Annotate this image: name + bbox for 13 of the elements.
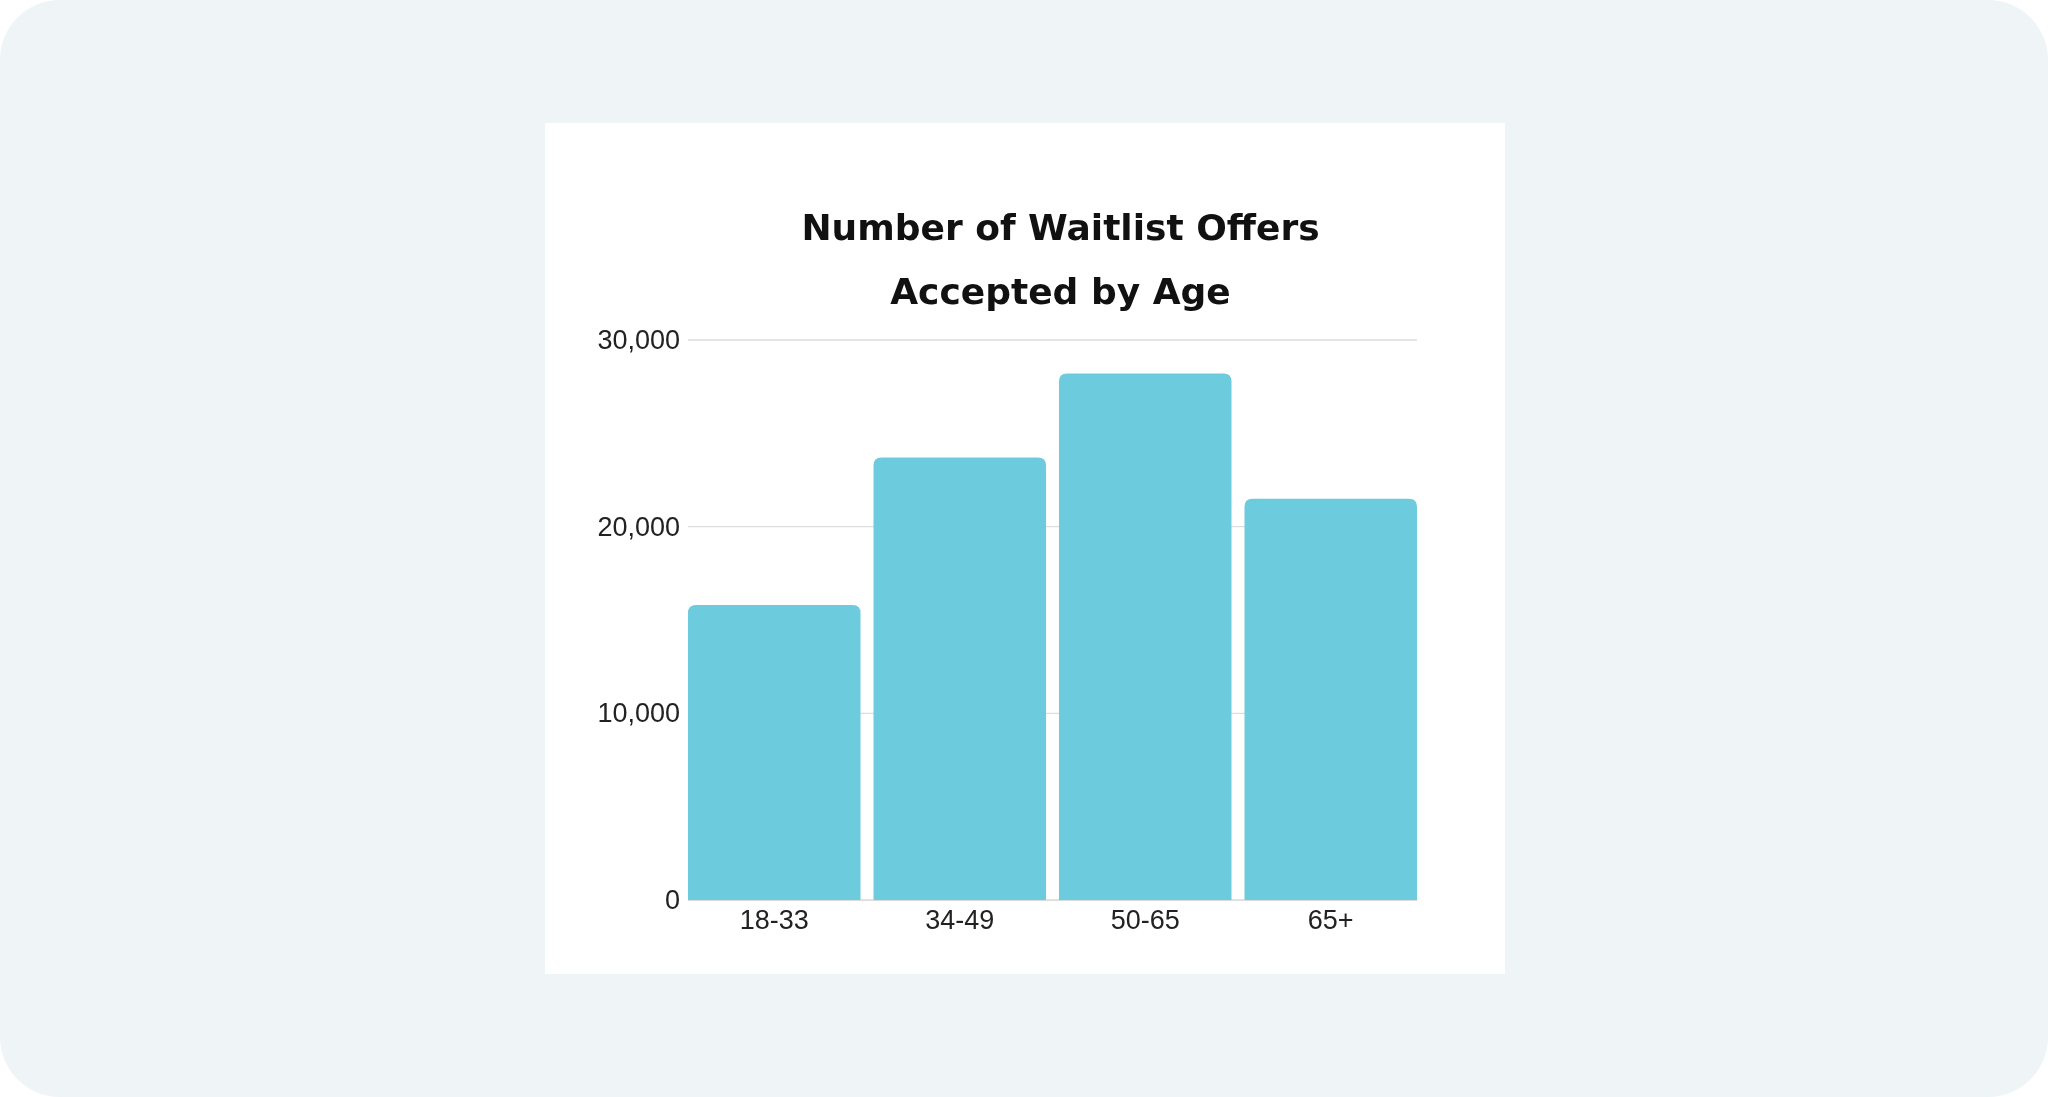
- chart-title: Number of Waitlist Offers Accepted by Age: [801, 207, 1320, 312]
- x-tick-label: 18-33: [739, 905, 809, 936]
- x-tick-label: 34-49: [925, 905, 995, 936]
- x-tick-label: 50-65: [1110, 905, 1180, 936]
- bar: [1244, 498, 1417, 900]
- y-tick-label: 10,000: [597, 698, 680, 729]
- bar: [1058, 373, 1232, 900]
- bar: [688, 605, 861, 900]
- y-tick-label: 0: [664, 885, 680, 916]
- bar: [873, 457, 1047, 900]
- x-tick-label: 65+: [1307, 905, 1354, 936]
- y-tick-label: 30,000: [597, 325, 680, 356]
- y-tick-label: 20,000: [597, 511, 680, 542]
